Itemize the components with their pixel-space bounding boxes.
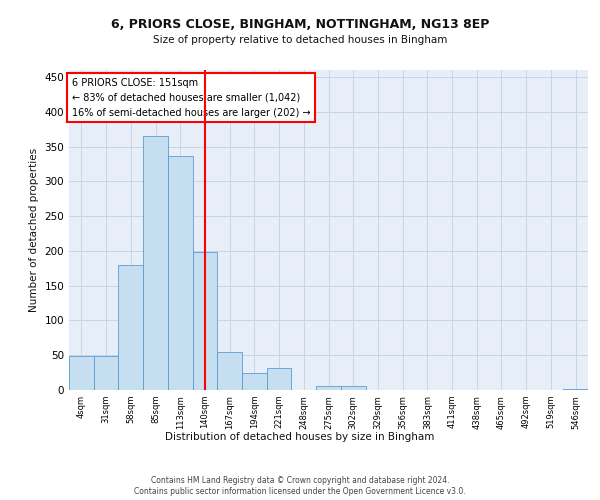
Bar [118,265,143,390]
Bar [168,156,193,390]
Bar [341,386,365,390]
Text: 6 PRIORS CLOSE: 151sqm
← 83% of detached houses are smaller (1,042)
16% of semi-: 6 PRIORS CLOSE: 151sqm ← 83% of detached… [71,78,310,118]
Bar [94,356,118,390]
Bar [316,386,341,390]
Text: Size of property relative to detached houses in Bingham: Size of property relative to detached ho… [153,35,447,45]
Bar [242,372,267,390]
Text: Contains HM Land Registry data © Crown copyright and database right 2024.: Contains HM Land Registry data © Crown c… [151,476,449,485]
Bar [267,368,292,390]
Y-axis label: Number of detached properties: Number of detached properties [29,148,39,312]
Bar [217,352,242,390]
Text: Distribution of detached houses by size in Bingham: Distribution of detached houses by size … [166,432,434,442]
Text: 6, PRIORS CLOSE, BINGHAM, NOTTINGHAM, NG13 8EP: 6, PRIORS CLOSE, BINGHAM, NOTTINGHAM, NG… [111,18,489,30]
Bar [143,136,168,390]
Bar [193,252,217,390]
Text: Contains public sector information licensed under the Open Government Licence v3: Contains public sector information licen… [134,488,466,496]
Bar [69,356,94,390]
Bar [563,388,588,390]
